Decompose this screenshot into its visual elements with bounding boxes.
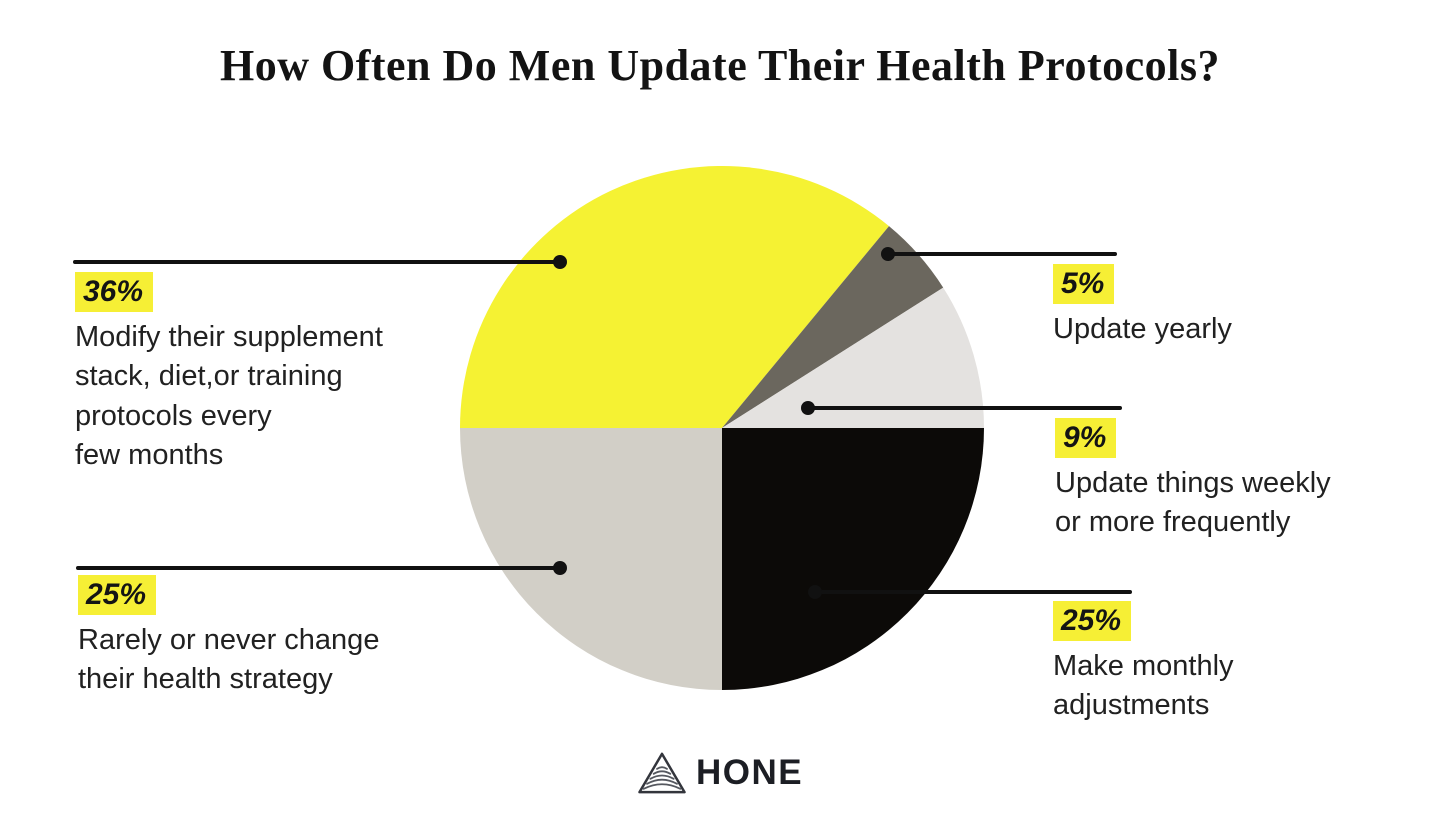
hone-triangle-icon [638,752,686,794]
pie-slice-25-4 [460,428,722,690]
label-text-36: Modify their supplement stack, diet,or t… [75,321,383,472]
brand-name: HONE [695,753,804,792]
pie-slice-5-1 [722,226,944,428]
pie-slice-36-0 [460,165,890,428]
label-text-5: Update yearly [1053,313,1232,345]
label-update-weekly: 9% Update things weekly or more frequent… [1055,418,1425,543]
label-modify-supplements: 36% Modify their supplement stack, diet,… [75,272,495,476]
chart-title: How Often Do Men Update Their Health Pro… [220,41,1220,90]
pct-badge-25-left: 25% [78,575,157,615]
pie-slice-25-3 [722,428,984,690]
pct-badge-9: 9% [1055,418,1117,458]
brand-logo: HONE [0,751,1440,795]
label-text-25-left: Rarely or never change their health stra… [78,624,380,696]
label-update-yearly: 5% Update yearly [1053,264,1413,349]
pie-slice-9-2 [722,287,984,428]
pct-badge-25-right: 25% [1053,601,1132,641]
label-monthly-adjustments: 25% Make monthly adjustments [1053,601,1413,726]
pie-chart [460,165,984,690]
label-text-9: Update things weekly or more frequently [1055,467,1331,539]
label-text-25-right: Make monthly adjustments [1053,650,1234,722]
pct-badge-5: 5% [1053,264,1115,304]
pct-badge-36: 36% [75,272,154,312]
label-rarely-change: 25% Rarely or never change their health … [78,575,498,700]
